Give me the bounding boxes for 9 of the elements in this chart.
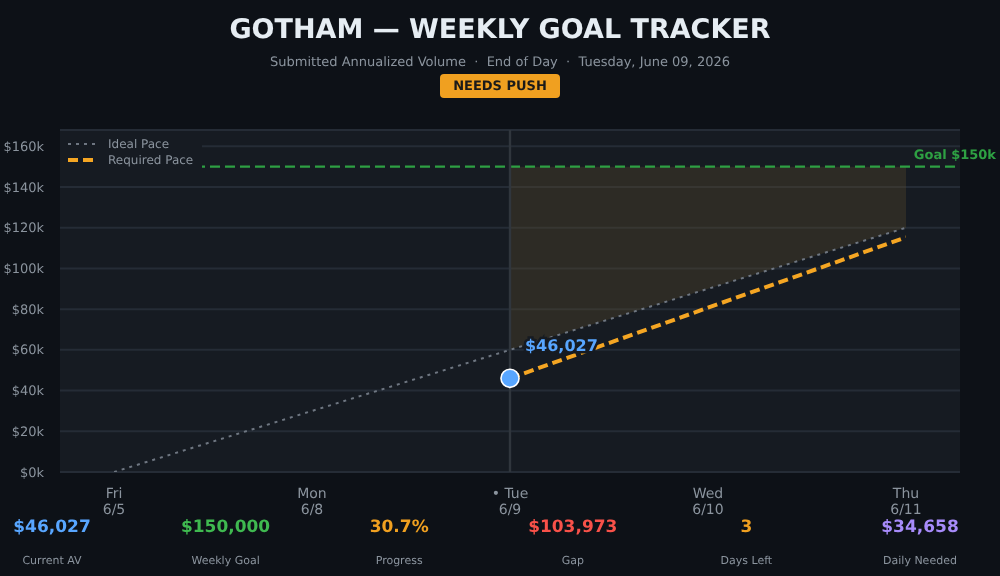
chart-title: GOTHAM — WEEKLY GOAL TRACKER — [227, 14, 773, 46]
text: 30.7% — [367, 518, 431, 538]
text: $150,000 — [178, 518, 273, 538]
text: 3 — [738, 518, 755, 538]
text: $103,973 — [526, 518, 620, 538]
text: $46,027 — [11, 518, 93, 538]
text: $34,658 — [879, 518, 961, 538]
line-series — [114, 226, 906, 472]
data-label: $46,027 — [524, 337, 598, 356]
